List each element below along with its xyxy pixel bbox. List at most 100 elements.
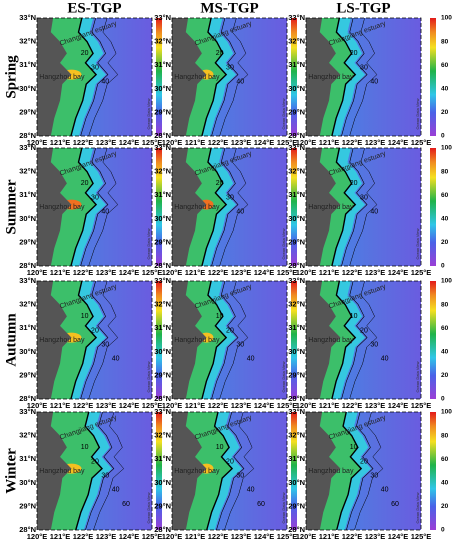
contour bbox=[346, 411, 374, 531]
lon-label: 121°E bbox=[185, 532, 206, 541]
lat-label: 30°N bbox=[288, 84, 305, 93]
contour-label: 20 bbox=[350, 50, 358, 57]
contour-label: 10 bbox=[216, 313, 224, 320]
contour-label: 40 bbox=[370, 209, 378, 216]
contour bbox=[70, 147, 98, 267]
contour bbox=[80, 147, 109, 267]
lat-label: 30°N bbox=[288, 214, 305, 223]
lon-label: 123°E bbox=[231, 268, 252, 277]
watermark: Ocean Data View bbox=[415, 228, 420, 259]
contour bbox=[219, 147, 249, 267]
lon-label: 120°E bbox=[162, 401, 183, 410]
contour bbox=[206, 411, 234, 531]
lat-label: 31°N bbox=[288, 323, 305, 332]
lon-label: 122°E bbox=[208, 532, 229, 541]
lon-label: 123°E bbox=[96, 138, 117, 147]
watermark: Ocean Data View bbox=[415, 361, 420, 392]
contour-label: 30 bbox=[360, 194, 368, 201]
lon-label: 125°E bbox=[411, 138, 432, 147]
land bbox=[172, 148, 207, 266]
contour bbox=[75, 411, 103, 531]
column-title: ES-TGP bbox=[67, 0, 121, 16]
frame bbox=[305, 147, 422, 267]
place-label: Hangzhou bay bbox=[174, 204, 220, 211]
lat-label: 32°N bbox=[288, 37, 305, 46]
watermark: Ocean Data View bbox=[281, 492, 286, 523]
land bbox=[37, 412, 72, 530]
contour bbox=[219, 280, 249, 400]
watermark: Ocean Data View bbox=[146, 361, 151, 392]
lat-label: 33°N bbox=[154, 13, 171, 22]
frame bbox=[305, 17, 422, 137]
lon-label: 120°E bbox=[27, 401, 48, 410]
lon-label: 125°E bbox=[142, 401, 163, 410]
contour bbox=[349, 17, 378, 137]
contour-label: 30 bbox=[101, 342, 109, 349]
lon-label: 124°E bbox=[388, 138, 409, 147]
lon-label: 123°E bbox=[365, 401, 386, 410]
column-title: MS-TGP bbox=[200, 0, 258, 16]
contour-label: 60 bbox=[257, 501, 265, 508]
lon-label: 125°E bbox=[411, 532, 432, 541]
lat-label: 31°N bbox=[19, 454, 36, 463]
lat-label: 29°N bbox=[288, 370, 305, 379]
contour bbox=[341, 147, 368, 267]
colorbar-tick: 80 bbox=[441, 301, 449, 308]
lat-label: 28°N bbox=[288, 261, 305, 270]
frame bbox=[305, 411, 422, 531]
contour bbox=[336, 411, 363, 531]
lat-label: 28°N bbox=[288, 525, 305, 534]
lat-label: 28°N bbox=[154, 525, 171, 534]
contour-label: 30 bbox=[91, 194, 99, 201]
lat-label: 31°N bbox=[19, 323, 36, 332]
land bbox=[306, 412, 341, 530]
lon-label: 120°E bbox=[162, 138, 183, 147]
lat-label: 31°N bbox=[154, 454, 171, 463]
contour bbox=[70, 17, 98, 137]
colorbar-tick: 80 bbox=[441, 168, 449, 175]
frame bbox=[36, 17, 153, 137]
contour-label: 20 bbox=[360, 327, 368, 334]
row-label: Summer bbox=[3, 179, 19, 234]
contour-label: 40 bbox=[236, 79, 244, 86]
lon-label: 120°E bbox=[296, 532, 317, 541]
contour-label: 40 bbox=[101, 79, 109, 86]
contour bbox=[224, 411, 255, 531]
lat-label: 30°N bbox=[19, 478, 36, 487]
lat-label: 30°N bbox=[288, 347, 305, 356]
place-label: Hangzhou bay bbox=[174, 74, 220, 81]
contour-label: 30 bbox=[236, 342, 244, 349]
lat-label: 30°N bbox=[154, 347, 171, 356]
frame bbox=[36, 280, 153, 400]
lon-label: 121°E bbox=[50, 401, 71, 410]
colorbar-tick: 0 bbox=[441, 133, 445, 140]
lat-label: 30°N bbox=[154, 84, 171, 93]
lon-label: 122°E bbox=[342, 401, 363, 410]
colorbar bbox=[430, 18, 436, 136]
contour-label: 20 bbox=[216, 50, 224, 57]
lat-label: 29°N bbox=[19, 370, 36, 379]
lon-label: 121°E bbox=[319, 268, 340, 277]
contour-label: 30 bbox=[101, 473, 109, 480]
lon-label: 121°E bbox=[185, 138, 206, 147]
lat-label: 33°N bbox=[288, 143, 305, 152]
contour-label: 10 bbox=[216, 444, 224, 451]
contour bbox=[88, 17, 119, 137]
lon-label: 124°E bbox=[254, 401, 275, 410]
contour-label: 40 bbox=[247, 487, 255, 494]
lat-label: 31°N bbox=[288, 454, 305, 463]
colorbar-tick: 80 bbox=[441, 38, 449, 45]
lon-label: 121°E bbox=[319, 532, 340, 541]
lat-label: 29°N bbox=[288, 501, 305, 510]
colorbar-tick: 40 bbox=[441, 349, 449, 356]
contour bbox=[201, 17, 228, 137]
contour bbox=[211, 147, 239, 267]
lon-label: 125°E bbox=[142, 138, 163, 147]
lon-label: 125°E bbox=[277, 532, 298, 541]
contour-label: 40 bbox=[247, 356, 255, 363]
land bbox=[172, 281, 207, 399]
lat-label: 31°N bbox=[19, 60, 36, 69]
